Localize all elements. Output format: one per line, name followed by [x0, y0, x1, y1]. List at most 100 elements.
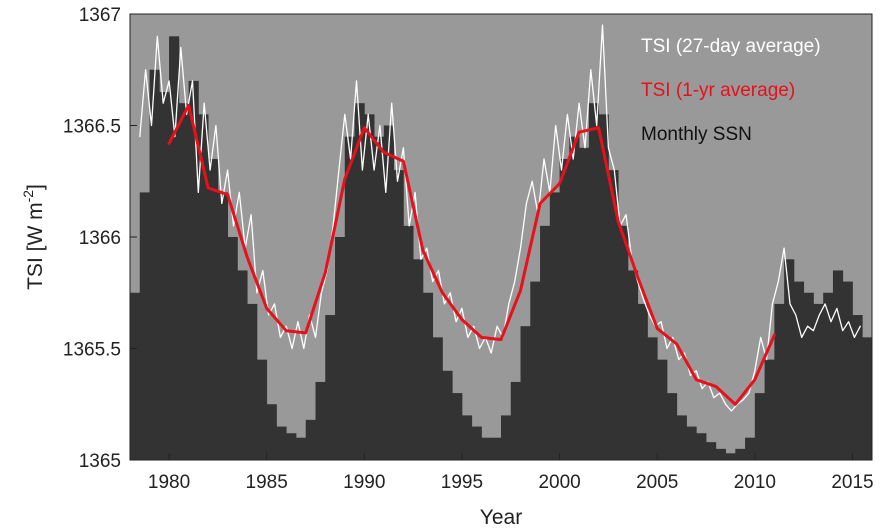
- ssn-bar: [188, 80, 199, 461]
- y-axis-label-main: TSI [W m: [24, 202, 47, 290]
- ssn-bar: [549, 192, 560, 460]
- ssn-bar: [823, 292, 834, 460]
- ssn-bar: [178, 103, 189, 460]
- ssn-bar: [793, 281, 805, 460]
- ssn-bar: [256, 359, 268, 460]
- ssn-bar: [510, 381, 521, 460]
- ssn-bar: [247, 303, 258, 460]
- ssn-bar: [237, 270, 248, 460]
- y-axis-label-superscript: -2: [20, 190, 36, 203]
- ssn-bar: [139, 192, 150, 460]
- lines-layer: [139, 24, 861, 412]
- ssn-bar: [364, 114, 375, 460]
- ticks-layer: 1980 1985 1990 1995 2000 2005 2010 2015 1365 1365…: [63, 5, 874, 493]
- ssn-bar: [442, 370, 453, 460]
- ssn-bar: [315, 381, 326, 460]
- ssn-bar: [784, 259, 795, 460]
- ssn-bar: [286, 433, 297, 460]
- ssn-bar: [598, 114, 609, 460]
- ssn-bar: [432, 337, 443, 460]
- x-tick-label: 2005: [636, 472, 678, 493]
- ssn-bar: [335, 237, 346, 460]
- ssn-bar: [579, 147, 590, 461]
- legend: TSI (27-day average) TSI (1-yr average) …: [641, 36, 821, 145]
- ssn-bar: [169, 36, 180, 461]
- ssn-bar: [452, 393, 463, 460]
- ssn-bars-layer: [130, 36, 873, 461]
- ssn-bar: [666, 393, 678, 460]
- ssn-bar: [227, 237, 238, 460]
- ssn-bar: [842, 281, 853, 460]
- ssn-bar: [393, 170, 404, 460]
- ssn-bar: [686, 426, 697, 460]
- ssn-bar: [862, 337, 873, 460]
- x-tick-label: 1980: [148, 472, 190, 493]
- ssn-bar: [735, 448, 746, 460]
- ssn-bar: [354, 103, 365, 460]
- ssn-bar: [461, 415, 473, 460]
- ssn-bar: [852, 315, 863, 460]
- ssn-bar: [657, 359, 668, 460]
- x-tick-label: 2015: [831, 472, 873, 493]
- y-tick-label: 1365.5: [63, 340, 121, 361]
- ssn-bar: [305, 419, 316, 460]
- y-tick-label: 1367: [79, 5, 121, 26]
- ssn-bar: [559, 158, 570, 460]
- ssn-bar: [706, 442, 717, 460]
- ssn-bar: [325, 315, 336, 460]
- ssn-bar: [745, 437, 756, 460]
- ssn-bar: [217, 192, 229, 460]
- y-axis-label: TSI [W m-2]: [20, 184, 47, 290]
- ssn-bar: [774, 303, 785, 460]
- ssn-bar: [159, 92, 170, 461]
- y-axis-label-close: ]: [24, 184, 47, 190]
- ssn-bar: [491, 437, 502, 460]
- ssn-bar: [832, 270, 844, 460]
- ssn-bar: [198, 114, 209, 460]
- x-axis-label: Year: [480, 506, 522, 529]
- ssn-bar: [540, 225, 551, 460]
- ssn-bar: [813, 303, 824, 460]
- ssn-bar: [383, 125, 395, 460]
- ssn-bar: [647, 337, 658, 460]
- ssn-bar: [501, 415, 512, 460]
- ssn-bar: [696, 433, 707, 460]
- ssn-bar: [471, 426, 482, 460]
- ssn-bar: [403, 225, 414, 460]
- ssn-bar: [725, 453, 736, 460]
- ssn-bar: [588, 103, 600, 460]
- ssn-bar: [481, 437, 492, 460]
- ssn-bar: [637, 303, 648, 460]
- y-tick-label: 1365: [79, 451, 121, 472]
- legend-entry-tsi-1yr: TSI (1-yr average): [641, 80, 795, 101]
- x-tick-label: 1985: [246, 472, 288, 493]
- x-tick-label: 2010: [734, 472, 776, 493]
- x-tick-label: 1995: [441, 472, 483, 493]
- ssn-bar: [676, 415, 687, 460]
- ssn-bar: [754, 393, 766, 460]
- ssn-bar: [266, 404, 277, 460]
- y-tick-label: 1366: [79, 228, 121, 249]
- y-tick-label: 1366.5: [63, 117, 121, 138]
- ssn-bar: [413, 259, 424, 460]
- tsi-27day-line: [139, 24, 861, 412]
- ssn-bar: [422, 292, 434, 460]
- ssn-bar: [344, 136, 355, 460]
- ssn-bar: [569, 136, 580, 460]
- ssn-bar: [530, 281, 541, 460]
- ssn-bar: [520, 326, 531, 460]
- ssn-bar: [130, 292, 141, 460]
- ssn-bar: [627, 270, 639, 460]
- legend-entry-monthly-ssn: Monthly SSN: [641, 124, 752, 145]
- ssn-bar: [803, 292, 814, 460]
- ssn-bar: [149, 69, 160, 460]
- x-tick-label: 1990: [343, 472, 385, 493]
- x-tick-label: 2000: [538, 472, 580, 493]
- ssn-bar: [276, 426, 287, 460]
- tsi-1yr-line: [167, 103, 776, 406]
- ssn-bar: [295, 437, 307, 460]
- ssn-bar: [208, 158, 219, 460]
- legend-entry-tsi-27day: TSI (27-day average): [641, 36, 821, 57]
- ssn-bar: [374, 136, 385, 460]
